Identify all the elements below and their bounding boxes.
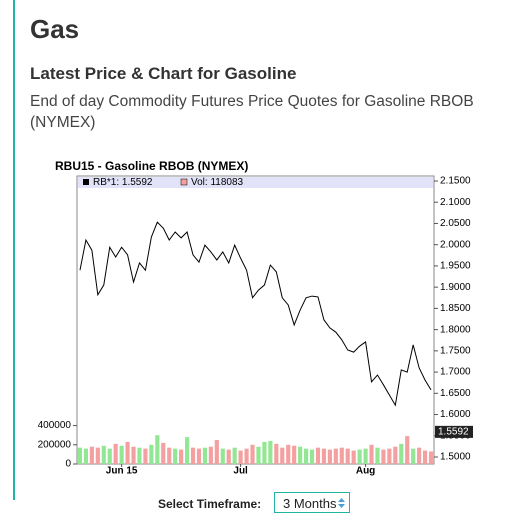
volume-bar	[196, 448, 202, 464]
select-arrows	[338, 498, 345, 508]
volume-bar	[161, 442, 166, 464]
volume-bar	[250, 444, 255, 464]
volume-bar	[143, 448, 148, 464]
volume-bar	[167, 447, 172, 464]
x-tick-label: Aug	[356, 466, 375, 477]
volume-bar	[119, 445, 124, 464]
y-tick-label: 1.8000	[440, 324, 471, 335]
volume-bar	[262, 441, 267, 464]
volume-bar	[333, 448, 338, 464]
last-price-label: 1.5592	[438, 426, 469, 437]
volume-bar	[256, 446, 261, 464]
volume-bar	[428, 451, 434, 464]
volume-bar	[226, 449, 231, 464]
volume-bar	[107, 448, 112, 464]
volume-bar	[244, 448, 249, 464]
volume-bar	[179, 449, 184, 464]
x-tick-label: Jul	[233, 466, 248, 477]
volume-bar	[315, 447, 321, 464]
volume-bar	[381, 449, 386, 464]
volume-bar	[417, 447, 422, 464]
y-tick-label: 1.9500	[440, 261, 471, 272]
y2-tick-label: 400000	[38, 420, 72, 431]
volume-bar	[411, 448, 416, 464]
volume-bar	[202, 447, 208, 464]
volume-bar	[327, 449, 332, 464]
heading: Gas	[30, 14, 80, 44]
volume-bar	[399, 443, 404, 464]
chart: RBU15 - Gasoline RBOB (NYMEX) 1.5000 1.55…	[38, 159, 473, 477]
timeframe-label: Select Timeframe:	[158, 497, 262, 511]
volume-bar	[298, 446, 303, 464]
volume-bar	[125, 441, 130, 464]
subheading: Latest Price & Chart for Gasoline	[30, 64, 297, 83]
volume-bar	[149, 444, 154, 464]
volume-bar	[232, 447, 237, 464]
volume-bar	[303, 448, 309, 464]
legend-swatch	[83, 179, 89, 185]
legend-label: RB*1: 1.5592	[93, 177, 153, 188]
chart-title: RBU15 - Gasoline RBOB (NYMEX)	[55, 159, 248, 173]
accent-bar	[13, 0, 15, 500]
volume-bar	[155, 435, 160, 464]
volume-bar	[387, 448, 392, 464]
volume-bar	[268, 440, 273, 464]
volume-bar	[351, 450, 356, 464]
y-tick-label: 1.9000	[440, 282, 471, 293]
volume-bar	[131, 446, 136, 464]
y-tick-label: 2.1000	[440, 197, 471, 208]
volume-bar	[83, 448, 89, 464]
plot-area	[76, 175, 435, 465]
y-tick-label: 1.6500	[440, 388, 471, 399]
legend-swatch	[180, 178, 188, 186]
y-tick-label: 1.5000	[440, 452, 471, 463]
volume-bar	[280, 447, 285, 464]
volume-bar	[321, 448, 327, 464]
volume-bar	[113, 443, 118, 464]
volume-bar	[422, 450, 428, 464]
volume-bar	[292, 445, 297, 464]
volume-bar	[208, 446, 213, 464]
y-tick-label: 1.7000	[440, 367, 471, 378]
volume-bar	[173, 448, 178, 464]
volume-bar	[375, 447, 380, 464]
y-tick-label: 2.0500	[440, 218, 471, 229]
volume-bar	[405, 436, 410, 464]
volume-bar	[95, 447, 100, 464]
volume-bar	[220, 448, 225, 464]
x-tick-label: Jun 15	[106, 466, 138, 477]
y2-tick-label: 200000	[38, 439, 72, 450]
y-tick-label: 1.7500	[440, 345, 471, 356]
description: End of day Commodity Futures Price Quote…	[30, 93, 474, 131]
timeframe-select[interactable]: 3 Months	[274, 492, 350, 513]
volume-bar	[190, 447, 196, 464]
volume-bar	[369, 444, 374, 464]
volume-bar	[393, 446, 398, 464]
volume-bar	[286, 444, 291, 464]
timeframe-value: 3 Months	[283, 496, 337, 511]
volume-bar	[238, 450, 243, 464]
volume-bar	[101, 445, 106, 464]
y-tick-label: 1.8500	[440, 303, 471, 314]
volume-bar	[89, 446, 94, 464]
volume-bar	[339, 447, 344, 464]
price-line	[79, 221, 432, 407]
legend-label: Vol: 118083	[191, 177, 244, 188]
y-tick-label: 1.6000	[440, 409, 471, 420]
y2-tick-label: 0	[65, 459, 71, 470]
volume-bar	[345, 448, 350, 464]
legend-bar	[78, 177, 433, 188]
y-tick-label: 2.1500	[440, 176, 471, 187]
last-price-box	[435, 425, 473, 438]
volume-bar	[274, 443, 279, 464]
volume-bar	[77, 447, 83, 464]
volume-bar	[363, 448, 368, 464]
volume-bar	[309, 449, 315, 464]
volume-bar	[137, 447, 142, 464]
y-tick-label: 2.0000	[440, 239, 471, 250]
volume-bar	[184, 437, 190, 464]
volume-bar	[357, 449, 362, 464]
volume-bar	[214, 440, 219, 464]
